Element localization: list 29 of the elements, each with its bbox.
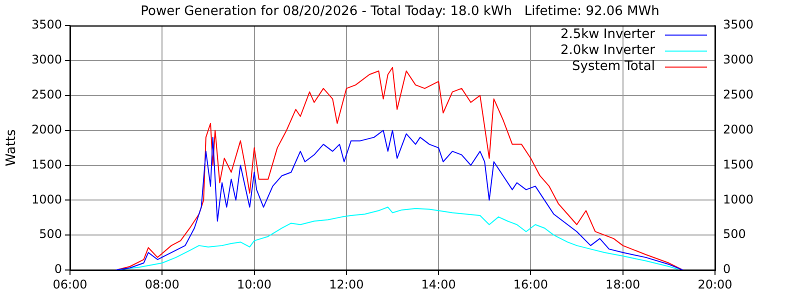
y2-tick-label: 1000 [723,192,754,206]
y2-tick-label: 0 [723,262,731,276]
x-tick-label: 14:00 [421,277,456,292]
legend-label: 2.5kw Inverter [560,26,656,42]
x-tick-label: 20:00 [698,277,732,292]
x-tick-label: 18:00 [606,277,640,292]
y2-tick-label: 3000 [723,52,754,67]
y2-tick-label: 500 [723,227,746,242]
y-tick-label: 3000 [31,52,62,67]
y2-tick-label: 2000 [723,122,754,136]
y-tick-label: 500 [39,227,62,242]
chart-title: Power Generation for 08/20/2026 - Total Today: 18.0 kWh Lifetime: 92.06 MWh [140,4,660,20]
y-tick-label: 1500 [31,157,62,172]
y-axis-title: Watts [4,129,20,166]
y2-tick-label: 2500 [723,88,754,102]
y-tick-label: 2500 [31,88,62,102]
y2-tick-label: 3500 [723,18,754,32]
y-tick-label: 0 [54,262,62,276]
x-tick-label: 12:00 [329,277,364,292]
y-tick-label: 1000 [31,192,62,206]
y-tick-label: 2000 [31,122,62,136]
legend-label: 2.0kw Inverter [560,42,656,58]
y2-tick-label: 1500 [723,157,754,172]
x-tick-label: 06:00 [52,277,88,292]
x-tick-label: 16:00 [513,277,548,292]
y-tick-label: 3500 [31,18,62,32]
legend-label: System Total [572,58,655,74]
x-tick-label: 10:00 [236,277,272,292]
x-tick-label: 08:00 [144,277,180,292]
